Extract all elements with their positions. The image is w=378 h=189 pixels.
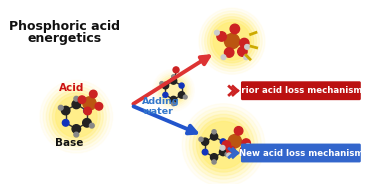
Circle shape xyxy=(62,119,69,126)
Circle shape xyxy=(170,78,177,84)
Circle shape xyxy=(202,11,262,71)
Circle shape xyxy=(155,71,192,109)
Circle shape xyxy=(212,130,216,134)
Circle shape xyxy=(210,19,254,63)
Circle shape xyxy=(200,121,247,169)
Circle shape xyxy=(217,32,226,41)
Circle shape xyxy=(193,114,254,176)
Circle shape xyxy=(225,34,240,49)
FancyBboxPatch shape xyxy=(241,81,361,100)
Circle shape xyxy=(197,118,251,172)
Circle shape xyxy=(245,44,249,49)
Circle shape xyxy=(201,138,209,145)
Text: Adding: Adding xyxy=(143,97,180,106)
Circle shape xyxy=(246,144,250,148)
Circle shape xyxy=(46,87,106,147)
Circle shape xyxy=(202,149,208,155)
Circle shape xyxy=(242,139,250,147)
Circle shape xyxy=(62,106,70,115)
Circle shape xyxy=(244,55,248,60)
Circle shape xyxy=(211,154,218,161)
Circle shape xyxy=(74,132,79,137)
Text: New acid loss mechanism: New acid loss mechanism xyxy=(239,149,363,157)
Text: Phosphoric acid: Phosphoric acid xyxy=(9,20,121,33)
Text: Prior acid loss mechanisms: Prior acid loss mechanisms xyxy=(235,86,367,95)
Circle shape xyxy=(162,78,185,102)
Circle shape xyxy=(215,30,219,35)
Circle shape xyxy=(182,104,265,186)
Circle shape xyxy=(156,73,191,108)
Circle shape xyxy=(90,123,94,128)
Text: water: water xyxy=(143,107,173,115)
Circle shape xyxy=(72,125,81,133)
Circle shape xyxy=(83,119,91,127)
Text: energetics: energetics xyxy=(28,32,102,45)
Circle shape xyxy=(225,48,234,57)
Circle shape xyxy=(56,96,97,137)
Circle shape xyxy=(221,55,226,60)
Circle shape xyxy=(222,141,231,149)
Circle shape xyxy=(183,95,187,99)
Circle shape xyxy=(90,90,97,98)
Circle shape xyxy=(220,139,226,144)
FancyBboxPatch shape xyxy=(241,144,361,162)
Circle shape xyxy=(211,133,218,140)
Circle shape xyxy=(173,67,179,73)
Circle shape xyxy=(225,152,229,156)
Circle shape xyxy=(178,92,185,98)
Circle shape xyxy=(43,84,110,150)
Circle shape xyxy=(163,92,168,98)
Circle shape xyxy=(220,148,227,156)
Circle shape xyxy=(212,160,216,164)
Circle shape xyxy=(83,97,96,110)
Circle shape xyxy=(172,75,175,79)
Circle shape xyxy=(199,137,203,141)
Circle shape xyxy=(84,107,90,114)
Circle shape xyxy=(160,82,164,85)
Circle shape xyxy=(179,83,184,88)
Circle shape xyxy=(170,96,177,103)
Circle shape xyxy=(189,111,258,179)
Circle shape xyxy=(238,47,247,56)
Circle shape xyxy=(162,82,169,89)
Circle shape xyxy=(53,93,100,141)
Circle shape xyxy=(59,105,63,110)
Circle shape xyxy=(227,153,232,158)
Circle shape xyxy=(95,102,103,110)
Circle shape xyxy=(228,135,242,148)
Circle shape xyxy=(234,127,243,135)
Circle shape xyxy=(240,146,248,155)
Circle shape xyxy=(227,146,235,155)
Circle shape xyxy=(204,14,259,69)
Circle shape xyxy=(84,107,91,115)
Circle shape xyxy=(160,77,187,104)
Circle shape xyxy=(230,24,240,34)
Circle shape xyxy=(246,152,250,157)
Circle shape xyxy=(158,75,189,106)
Circle shape xyxy=(213,22,251,60)
Circle shape xyxy=(78,96,86,103)
Circle shape xyxy=(240,38,249,48)
Circle shape xyxy=(49,90,103,144)
Circle shape xyxy=(186,107,261,183)
Text: Base: Base xyxy=(54,138,83,148)
Circle shape xyxy=(172,102,175,106)
Circle shape xyxy=(74,96,79,101)
Circle shape xyxy=(220,146,225,150)
Circle shape xyxy=(208,17,257,66)
Circle shape xyxy=(72,100,81,109)
Text: Acid: Acid xyxy=(59,83,84,93)
Circle shape xyxy=(40,80,113,153)
Circle shape xyxy=(199,8,265,74)
